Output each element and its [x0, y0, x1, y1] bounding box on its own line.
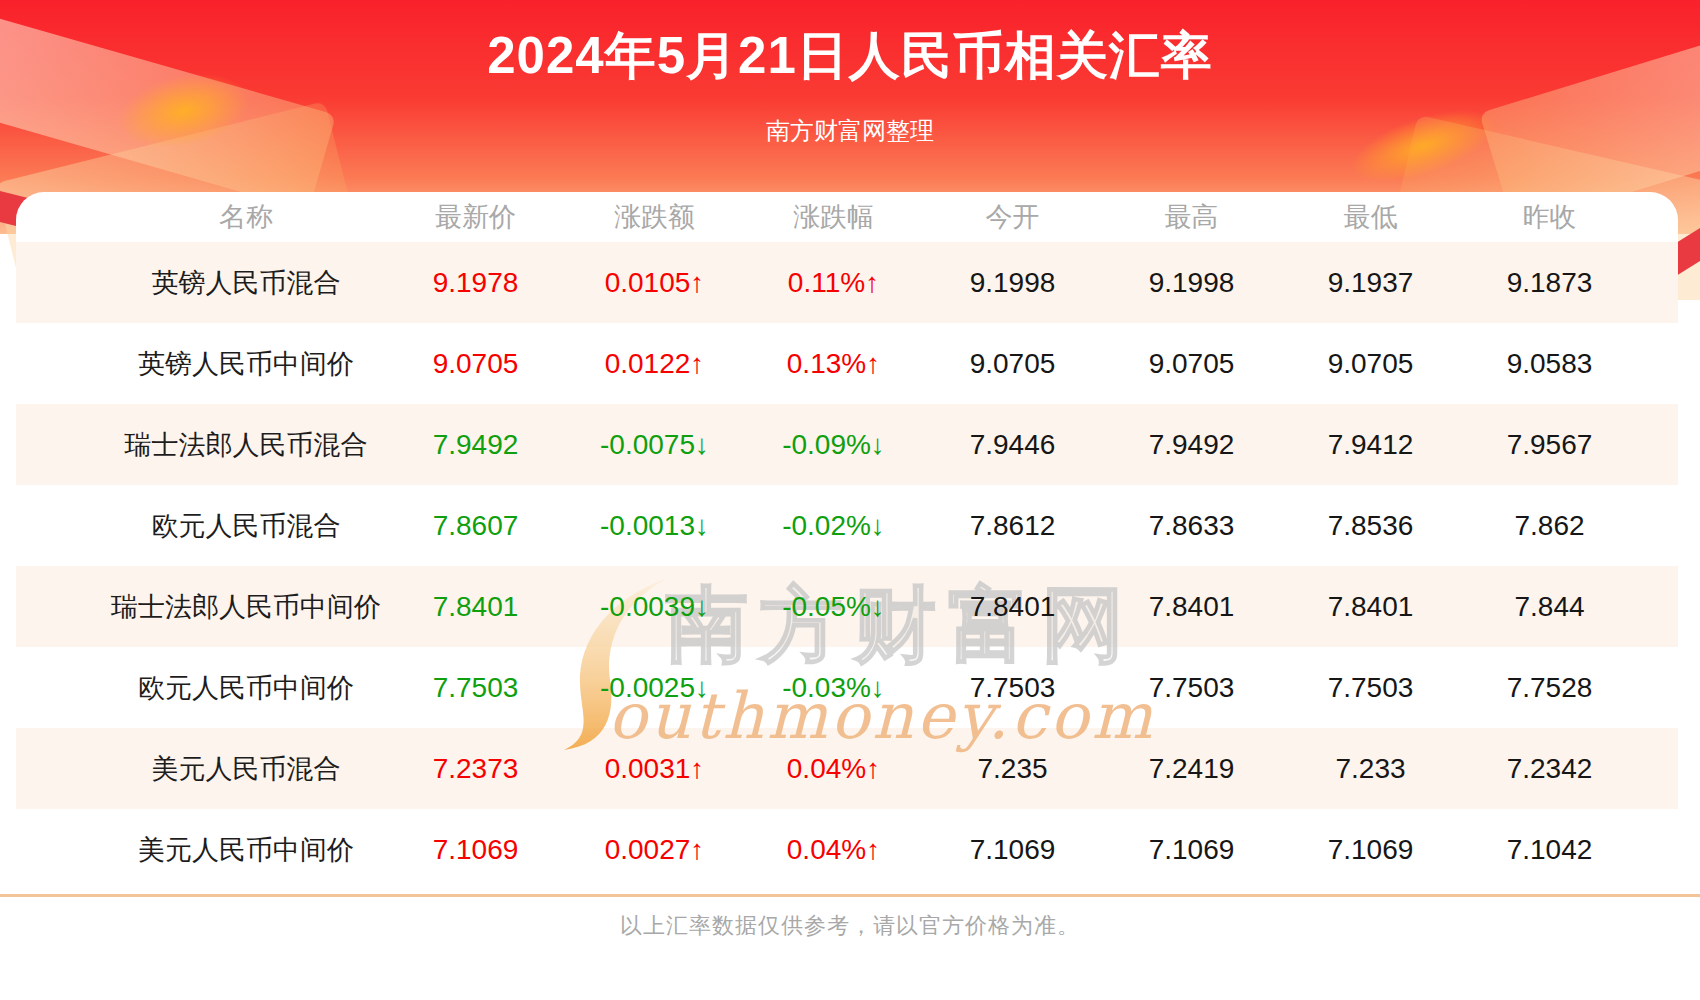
table-row: 瑞士法郎人民币混合 7.9492 -0.0075↓ -0.09%↓ 7.9446…: [16, 404, 1678, 485]
cell-latest: 7.7503: [386, 647, 565, 728]
cell-high: 7.8401: [1102, 566, 1281, 647]
cell-latest: 9.1978: [386, 242, 565, 323]
table-row: 瑞士法郎人民币中间价 7.8401 -0.0039↓ -0.05%↓ 7.840…: [16, 566, 1678, 647]
cell-low: 7.233: [1281, 728, 1460, 809]
cell-low: 7.8401: [1281, 566, 1460, 647]
cell-change-pct: 0.11%↑: [744, 242, 923, 323]
cell-filler: [1639, 728, 1678, 809]
cell-change-pct: 0.13%↑: [744, 323, 923, 404]
table-row: 美元人民币混合 7.2373 0.0031↑ 0.04%↑ 7.235 7.24…: [16, 728, 1678, 809]
cell-latest: 9.0705: [386, 323, 565, 404]
cell-latest: 7.8401: [386, 566, 565, 647]
cell-high: 7.7503: [1102, 647, 1281, 728]
cell-name: 欧元人民币混合: [16, 485, 386, 566]
cell-latest: 7.9492: [386, 404, 565, 485]
cell-high: 9.1998: [1102, 242, 1281, 323]
cell-open: 7.7503: [923, 647, 1102, 728]
cell-change-pct: -0.02%↓: [744, 485, 923, 566]
cell-low: 9.0705: [1281, 323, 1460, 404]
cell-high: 7.9492: [1102, 404, 1281, 485]
table-row: 欧元人民币中间价 7.7503 -0.0025↓ -0.03%↓ 7.7503 …: [16, 647, 1678, 728]
column-header-open: 今开: [923, 192, 1102, 242]
disclaimer-text: 以上汇率数据仅供参考，请以官方价格为准。: [0, 913, 1700, 939]
cell-prev-close: 7.844: [1460, 566, 1639, 647]
cell-latest: 7.8607: [386, 485, 565, 566]
cell-filler: [1639, 566, 1678, 647]
column-header-change: 涨跌额: [565, 192, 744, 242]
cell-change: 0.0027↑: [565, 809, 744, 890]
cell-high: 7.1069: [1102, 809, 1281, 890]
column-header-high: 最高: [1102, 192, 1281, 242]
cell-change-pct: 0.04%↑: [744, 728, 923, 809]
cell-low: 7.8536: [1281, 485, 1460, 566]
cell-change: -0.0013↓: [565, 485, 744, 566]
rates-table: 名称 最新价 涨跌额 涨跌幅 今开 最高 最低 昨收 英镑人民币混合 9.197…: [16, 192, 1678, 890]
cell-name: 英镑人民币混合: [16, 242, 386, 323]
cell-low: 7.9412: [1281, 404, 1460, 485]
cell-prev-close: 7.9567: [1460, 404, 1639, 485]
cell-filler: [1639, 809, 1678, 890]
cell-latest: 7.1069: [386, 809, 565, 890]
cell-filler: [1639, 647, 1678, 728]
cell-name: 美元人民币混合: [16, 728, 386, 809]
cell-change-pct: 0.04%↑: [744, 809, 923, 890]
cell-high: 7.8633: [1102, 485, 1281, 566]
cell-high: 7.2419: [1102, 728, 1281, 809]
rates-table-body: 英镑人民币混合 9.1978 0.0105↑ 0.11%↑ 9.1998 9.1…: [16, 242, 1678, 890]
cell-name: 美元人民币中间价: [16, 809, 386, 890]
cell-prev-close: 7.862: [1460, 485, 1639, 566]
cell-open: 7.1069: [923, 809, 1102, 890]
cell-prev-close: 7.7528: [1460, 647, 1639, 728]
cell-change: -0.0025↓: [565, 647, 744, 728]
cell-open: 9.1998: [923, 242, 1102, 323]
cell-filler: [1639, 404, 1678, 485]
cell-prev-close: 7.1042: [1460, 809, 1639, 890]
table-row: 美元人民币中间价 7.1069 0.0027↑ 0.04%↑ 7.1069 7.…: [16, 809, 1678, 890]
column-header-low: 最低: [1281, 192, 1460, 242]
cell-filler: [1639, 242, 1678, 323]
column-header-name: 名称: [16, 192, 386, 242]
cell-prev-close: 7.2342: [1460, 728, 1639, 809]
cell-change: 0.0105↑: [565, 242, 744, 323]
footer-divider: [0, 894, 1700, 897]
cell-change: 0.0031↑: [565, 728, 744, 809]
cell-name: 欧元人民币中间价: [16, 647, 386, 728]
cell-prev-close: 9.0583: [1460, 323, 1639, 404]
cell-low: 9.1937: [1281, 242, 1460, 323]
rates-card: 南方财富网 outhmoney.com 名称 最新价 涨跌额 涨跌幅 今开 最高…: [16, 192, 1678, 890]
column-header-change-pct: 涨跌幅: [744, 192, 923, 242]
cell-high: 9.0705: [1102, 323, 1281, 404]
table-row: 英镑人民币中间价 9.0705 0.0122↑ 0.13%↑ 9.0705 9.…: [16, 323, 1678, 404]
cell-filler: [1639, 485, 1678, 566]
cell-name: 瑞士法郎人民币混合: [16, 404, 386, 485]
table-row: 英镑人民币混合 9.1978 0.0105↑ 0.11%↑ 9.1998 9.1…: [16, 242, 1678, 323]
cell-filler: [1639, 323, 1678, 404]
cell-open: 7.8612: [923, 485, 1102, 566]
cell-change-pct: -0.05%↓: [744, 566, 923, 647]
column-header-latest: 最新价: [386, 192, 565, 242]
cell-change: -0.0075↓: [565, 404, 744, 485]
cell-open: 7.8401: [923, 566, 1102, 647]
cell-name: 瑞士法郎人民币中间价: [16, 566, 386, 647]
cell-change: 0.0122↑: [565, 323, 744, 404]
cell-open: 7.9446: [923, 404, 1102, 485]
cell-change-pct: -0.03%↓: [744, 647, 923, 728]
page-title: 2024年5月21日人民币相关汇率: [0, 27, 1700, 85]
page-subtitle: 南方财富网整理: [0, 117, 1700, 145]
cell-change: -0.0039↓: [565, 566, 744, 647]
table-row: 欧元人民币混合 7.8607 -0.0013↓ -0.02%↓ 7.8612 7…: [16, 485, 1678, 566]
column-header-prev-close: 昨收: [1460, 192, 1639, 242]
cell-prev-close: 9.1873: [1460, 242, 1639, 323]
cell-low: 7.7503: [1281, 647, 1460, 728]
header-row: 名称 最新价 涨跌额 涨跌幅 今开 最高 最低 昨收: [16, 192, 1678, 242]
cell-latest: 7.2373: [386, 728, 565, 809]
cell-change-pct: -0.09%↓: [744, 404, 923, 485]
cell-low: 7.1069: [1281, 809, 1460, 890]
cell-open: 7.235: [923, 728, 1102, 809]
cell-open: 9.0705: [923, 323, 1102, 404]
cell-name: 英镑人民币中间价: [16, 323, 386, 404]
